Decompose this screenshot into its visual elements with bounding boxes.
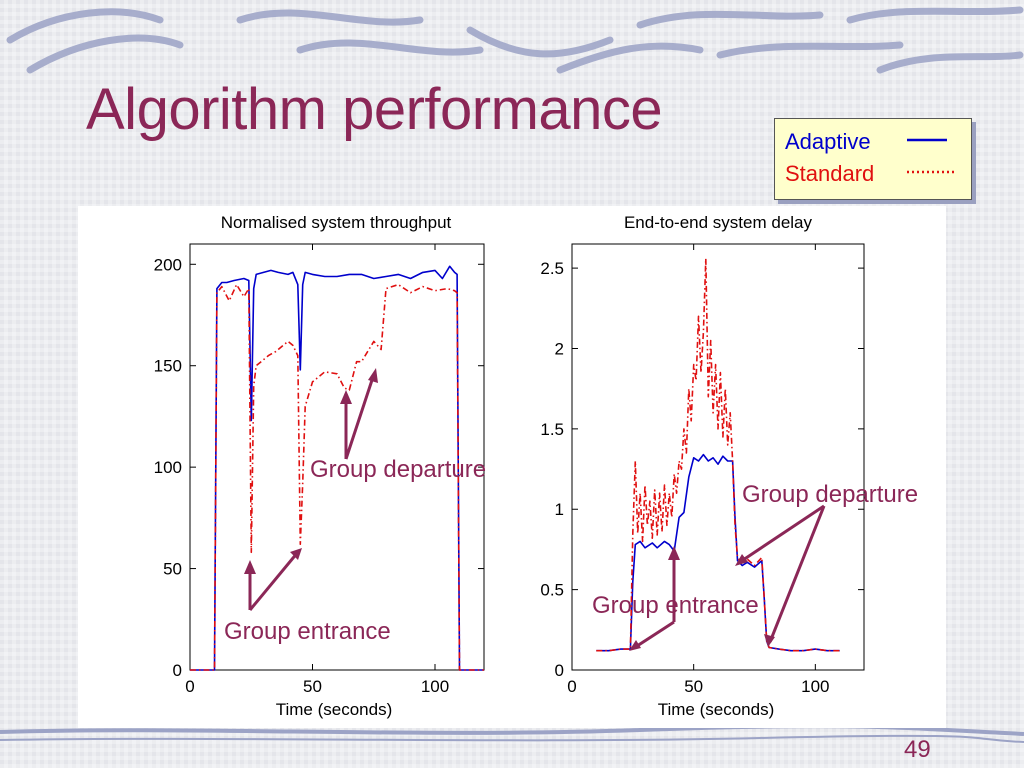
legend-item-adaptive: Adaptive xyxy=(785,129,947,155)
series-line-standard xyxy=(596,257,840,652)
slide-title: Algorithm performance xyxy=(86,77,663,142)
delay-chart: End-to-end system delay Time (seconds) 0… xyxy=(540,213,865,719)
y-tick-label: 0 xyxy=(173,661,182,680)
series-line-adaptive xyxy=(190,265,484,671)
arrow-entrance-3 xyxy=(633,620,675,650)
throughput-chart: Normalised system throughput Time (secon… xyxy=(154,213,485,719)
annotation-group-departure-right: Group departure xyxy=(742,481,918,508)
top-swoosh-decoration xyxy=(6,6,1024,74)
series-line-standard xyxy=(190,283,484,671)
axis-ticks: 0 0.5 1 1.5 2 2.5 0 50 100 xyxy=(540,244,864,696)
axes-frame xyxy=(571,243,865,671)
arrowhead xyxy=(340,390,352,404)
x-tick-label: 0 xyxy=(185,677,194,696)
legend-label-standard: Standard xyxy=(785,161,875,186)
y-tick-label: 1.5 xyxy=(540,420,564,439)
axis-ticks: 0 50 100 150 200 0 50 100 xyxy=(154,244,484,696)
x-tick-label: 0 xyxy=(567,677,576,696)
y-tick-label: 200 xyxy=(154,255,182,274)
y-tick-label: 100 xyxy=(154,458,182,477)
arrow-entrance-2 xyxy=(248,551,300,611)
axes-frame xyxy=(189,243,485,671)
series-lines xyxy=(190,265,484,671)
x-axis-label: Time (seconds) xyxy=(658,700,775,719)
x-tick-label: 100 xyxy=(421,677,449,696)
legend: Adaptive Standard xyxy=(774,118,972,200)
y-tick-label: 50 xyxy=(163,560,182,579)
y-tick-label: 1 xyxy=(555,500,564,519)
plot-panel: Normalised system throughput Time (secon… xyxy=(78,206,946,728)
x-tick-label: 100 xyxy=(801,677,829,696)
arrow-departure-4 xyxy=(768,505,826,643)
legend-swatch-adaptive xyxy=(907,138,947,142)
arrowhead xyxy=(735,554,748,566)
arrowhead xyxy=(368,368,378,383)
arrowhead xyxy=(629,640,641,651)
arrow-departure-3 xyxy=(739,504,825,564)
arrow-departure-2 xyxy=(344,373,376,460)
y-tick-label: 0.5 xyxy=(540,581,564,600)
arrow-heads xyxy=(244,368,775,651)
x-tick-label: 50 xyxy=(684,677,703,696)
x-axis-label: Time (seconds) xyxy=(276,700,393,719)
arrowhead xyxy=(668,546,680,560)
page-number: 49 xyxy=(904,736,931,763)
x-tick-label: 50 xyxy=(303,677,322,696)
charts-svg: Normalised system throughput Time (secon… xyxy=(154,213,918,719)
legend-label-adaptive: Adaptive xyxy=(785,129,871,154)
arrowhead xyxy=(244,560,256,574)
arrowhead xyxy=(290,548,302,560)
y-tick-label: 150 xyxy=(154,357,182,376)
legend-item-standard: Standard xyxy=(785,161,955,187)
annotations xyxy=(248,373,826,650)
annotation-labels: Group departure Group entrance Group dep… xyxy=(224,456,918,645)
legend-swatch-standard xyxy=(907,170,955,174)
annotation-group-departure-left: Group departure xyxy=(310,456,486,483)
y-tick-label: 2 xyxy=(555,339,564,358)
annotation-group-entrance-left: Group entrance xyxy=(224,618,391,645)
y-tick-label: 0 xyxy=(555,661,564,680)
chart-title: End-to-end system delay xyxy=(624,213,813,232)
chart-title: Normalised system throughput xyxy=(221,213,452,232)
bottom-rule-decoration xyxy=(0,724,1024,743)
annotation-group-entrance-right: Group entrance xyxy=(592,592,759,619)
arrowhead xyxy=(764,634,775,647)
y-tick-label: 2.5 xyxy=(540,259,564,278)
